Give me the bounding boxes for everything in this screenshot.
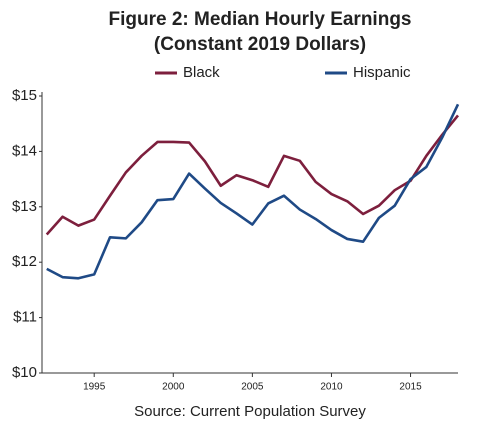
x-tick-label: 2000 xyxy=(162,382,185,393)
y-tick-label: $14 xyxy=(12,142,37,159)
chart-title: Figure 2: Median Hourly Earnings xyxy=(109,9,412,30)
y-tick-label: $13 xyxy=(12,198,37,215)
x-tick-label: 2015 xyxy=(399,382,422,393)
legend-label: Black xyxy=(183,64,220,81)
series-line xyxy=(45,114,460,236)
x-tick-label: 1995 xyxy=(83,382,106,393)
x-tick-label: 2010 xyxy=(320,382,343,393)
y-tick-label: $15 xyxy=(12,87,37,104)
source: Source: Current Population Survey xyxy=(134,403,366,420)
y-tick-label: $12 xyxy=(12,253,37,270)
series-line xyxy=(46,103,460,280)
legend-label: Hispanic xyxy=(353,64,411,81)
y-tick-label: $10 xyxy=(12,364,37,381)
chart-subtitle: (Constant 2019 Dollars) xyxy=(154,34,366,55)
y-tick-label: $11 xyxy=(13,309,37,326)
x-tick-label: 2005 xyxy=(241,382,264,393)
